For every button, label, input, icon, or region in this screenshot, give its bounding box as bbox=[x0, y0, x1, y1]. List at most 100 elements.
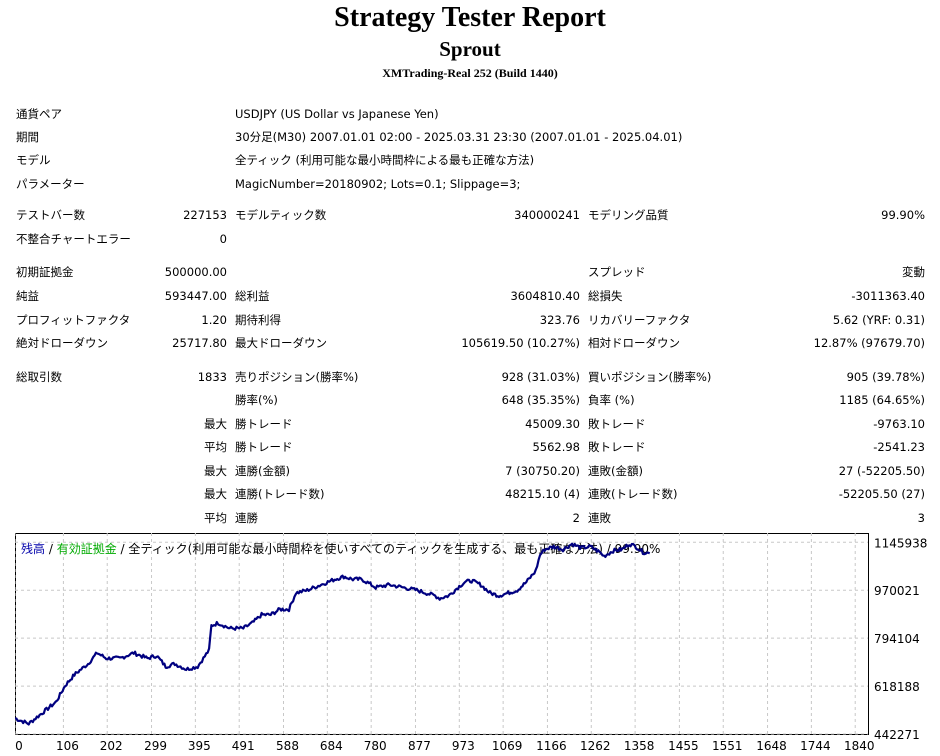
x-tick-label: 491 bbox=[232, 739, 255, 753]
profit-trades-value: 648 (35.35%) bbox=[501, 393, 580, 407]
symbol-value: USDJPY (US Dollar vs Japanese Yen) bbox=[235, 107, 439, 121]
average-label-2: 平均 bbox=[204, 511, 227, 525]
y-tick-label: 442271 bbox=[874, 728, 920, 742]
quality-label: モデリング品質 bbox=[588, 208, 669, 222]
x-tick-label: 106 bbox=[56, 739, 79, 753]
x-tick-label: 877 bbox=[408, 739, 431, 753]
average-loss-value: -2541.23 bbox=[873, 440, 925, 454]
deposit-value: 500000.00 bbox=[164, 265, 227, 279]
short-positions-value: 928 (31.03%) bbox=[501, 370, 580, 384]
avg-cons-wins-value: 2 bbox=[572, 511, 580, 525]
largest-profit-value: 45009.30 bbox=[525, 417, 580, 431]
average-loss-label: 敗トレード bbox=[588, 440, 646, 454]
gross-loss-label: 総損失 bbox=[588, 289, 623, 303]
spread-value: 変動 bbox=[902, 265, 925, 279]
ticks-value: 340000241 bbox=[514, 208, 580, 222]
largest-loss-value: -9763.10 bbox=[873, 417, 925, 431]
max-cons-profit-value: 48215.10 (4) bbox=[505, 487, 580, 501]
long-positions-value: 905 (39.78%) bbox=[846, 370, 925, 384]
max-cons-wins-label: 連勝(金額) bbox=[235, 464, 290, 478]
x-tick-label: 588 bbox=[276, 739, 299, 753]
avg-cons-losses-label: 連敗 bbox=[588, 511, 611, 525]
model-label: モデル bbox=[16, 153, 51, 167]
mismatch-label: 不整合チャートエラー bbox=[16, 232, 131, 246]
balance-line bbox=[15, 542, 651, 726]
max-label-2: 最大 bbox=[204, 487, 227, 501]
max-cons-loss-value: -52205.50 (27) bbox=[838, 487, 925, 501]
avg-cons-wins-label: 連勝 bbox=[235, 511, 258, 525]
report-title: Strategy Tester Report bbox=[334, 2, 606, 33]
period-label: 期間 bbox=[16, 130, 39, 144]
largest-label: 最大 bbox=[204, 417, 227, 431]
max-cons-losses-label: 連敗(金額) bbox=[588, 464, 643, 478]
expected-payoff-label: 期待利得 bbox=[235, 313, 281, 327]
deposit-label: 初期証拠金 bbox=[16, 265, 74, 279]
x-tick-label: 1840 bbox=[844, 739, 875, 753]
quality-value: 99.90% bbox=[881, 208, 925, 222]
bars-label: テストバー数 bbox=[16, 208, 85, 222]
chart-x-ticks: 0 106 202 299 395 491 588 684 780 877 973 1069 1166 1… bbox=[15, 739, 874, 753]
net-profit-value: 593447.00 bbox=[164, 289, 227, 303]
max-cons-loss-label: 連敗(トレード数) bbox=[588, 487, 678, 501]
profit-factor-value: 1.20 bbox=[201, 313, 227, 327]
x-tick-label: 1551 bbox=[712, 739, 743, 753]
params-value: MagicNumber=20180902; Lots=0.1; Slippage… bbox=[235, 177, 521, 191]
y-tick-label: 618188 bbox=[874, 680, 920, 694]
legend-sep-2: / bbox=[117, 542, 129, 556]
chart-legend: 残高 / 有効証拠金 / 全ティック(利用可能な最小時間枠を使いすべてのティック… bbox=[21, 541, 660, 556]
symbol-label: 通貨ペア bbox=[16, 107, 62, 121]
max-cons-losses-value: 27 (-52205.50) bbox=[838, 464, 925, 478]
absolute-drawdown-label: 絶対ドローダウン bbox=[16, 336, 108, 350]
x-tick-label: 973 bbox=[452, 739, 475, 753]
server-build: XMTrading-Real 252 (Build 1440) bbox=[382, 66, 558, 80]
x-tick-label: 299 bbox=[144, 739, 167, 753]
absolute-drawdown-value: 25717.80 bbox=[172, 336, 227, 350]
legend-description: 全ティック(利用可能な最小時間枠を使いすべてのティックを生成する、最も正確な方法… bbox=[128, 541, 660, 556]
legend-sep-1: / bbox=[45, 542, 57, 556]
max-drawdown-value: 105619.50 (10.27%) bbox=[461, 336, 580, 350]
max-drawdown-label: 最大ドローダウン bbox=[235, 336, 327, 350]
y-tick-label: 970021 bbox=[874, 584, 920, 598]
profit-factor-label: プロフィットファクタ bbox=[16, 313, 131, 327]
short-positions-label: 売りポジション(勝率%) bbox=[235, 370, 359, 384]
x-tick-label: 684 bbox=[320, 739, 343, 753]
x-tick-label: 0 bbox=[15, 739, 23, 753]
chart-grid bbox=[15, 533, 868, 735]
max-label: 最大 bbox=[204, 464, 227, 478]
loss-trades-value: 1185 (64.65%) bbox=[839, 393, 925, 407]
long-positions-label: 買いポジション(勝率%) bbox=[588, 370, 712, 384]
max-cons-wins-value: 7 (30750.20) bbox=[505, 464, 580, 478]
average-profit-value: 5562.98 bbox=[532, 440, 580, 454]
chart-series bbox=[15, 542, 651, 726]
net-profit-label: 純益 bbox=[16, 289, 39, 303]
relative-drawdown-value: 12.87% (97679.70) bbox=[813, 336, 925, 350]
balance-chart: 残高 / 有効証拠金 / 全ティック(利用可能な最小時間枠を使いすべてのティック… bbox=[15, 533, 927, 753]
period-value: 30分足(M30) 2007.01.01 02:00 - 2025.03.31 … bbox=[235, 130, 683, 144]
chart-y-ticks: 442271 618188 794104 970021 1145938 bbox=[874, 536, 927, 742]
avg-cons-losses-value: 3 bbox=[917, 511, 925, 525]
x-tick-label: 1744 bbox=[800, 739, 831, 753]
gross-profit-value: 3604810.40 bbox=[510, 289, 580, 303]
ticks-label: モデルティック数 bbox=[235, 208, 327, 222]
legend-equity: 有効証拠金 bbox=[57, 541, 117, 556]
x-tick-label: 1648 bbox=[756, 739, 787, 753]
gross-loss-value: -3011363.40 bbox=[851, 289, 925, 303]
legend-balance: 残高 bbox=[21, 541, 45, 556]
x-tick-label: 1069 bbox=[492, 739, 523, 753]
x-tick-label: 1455 bbox=[668, 739, 699, 753]
recovery-factor-label: リカバリーファクタ bbox=[588, 313, 691, 327]
model-value: 全ティック (利用可能な最小時間枠による最も正確な方法) bbox=[235, 153, 535, 167]
y-tick-label: 794104 bbox=[874, 632, 920, 646]
relative-drawdown-label: 相対ドローダウン bbox=[588, 336, 680, 350]
gross-profit-label: 総利益 bbox=[235, 289, 270, 303]
x-tick-label: 780 bbox=[364, 739, 387, 753]
recovery-factor-value: 5.62 (YRF: 0.31) bbox=[832, 313, 925, 327]
x-tick-label: 395 bbox=[188, 739, 211, 753]
y-tick-label: 1145938 bbox=[874, 536, 927, 550]
average-label: 平均 bbox=[204, 440, 227, 454]
max-cons-profit-label: 連勝(トレード数) bbox=[235, 487, 325, 501]
loss-trades-label: 負率 (%) bbox=[588, 393, 635, 407]
ea-name: Sprout bbox=[439, 37, 501, 61]
average-profit-label: 勝トレード bbox=[235, 440, 293, 454]
expected-payoff-value: 323.76 bbox=[539, 313, 580, 327]
